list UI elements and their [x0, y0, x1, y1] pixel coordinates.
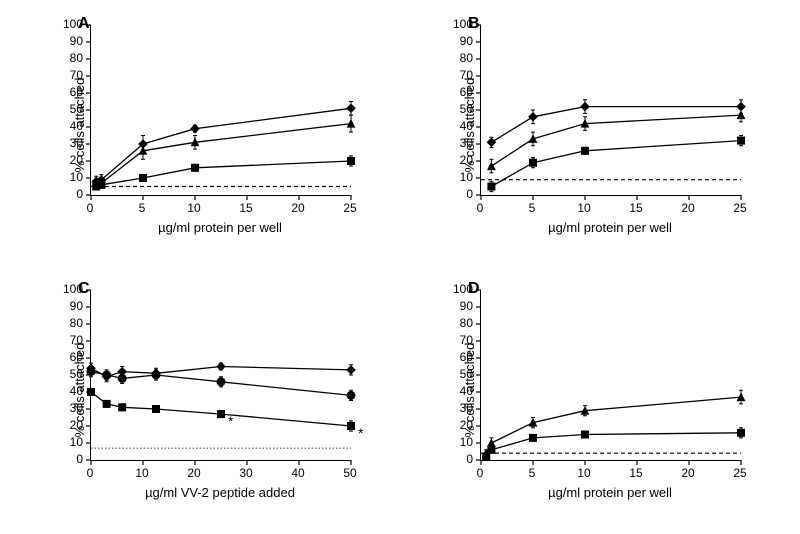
- x-tick-label: 5: [522, 466, 542, 480]
- x-tick-label: 20: [288, 201, 308, 215]
- svg-text:*: *: [358, 425, 364, 441]
- x-axis-label: µg/ml protein per well: [158, 220, 282, 235]
- x-tick-label: 10: [574, 466, 594, 480]
- y-tick-label: 10: [70, 170, 83, 184]
- x-tick-label: 10: [184, 201, 204, 215]
- y-tick-label: 90: [460, 34, 473, 48]
- plot-area: [480, 25, 741, 196]
- x-tick-label: 40: [288, 466, 308, 480]
- y-tick-label: 60: [460, 350, 473, 364]
- plot-area: **: [90, 290, 351, 461]
- x-tick-label: 30: [236, 466, 256, 480]
- svg-text:*: *: [228, 413, 234, 429]
- panel-B: B% cells attachedµg/ml protein per well0…: [420, 15, 760, 235]
- y-tick-label: 0: [76, 187, 83, 201]
- y-tick-label: 80: [70, 316, 83, 330]
- y-tick-label: 40: [70, 384, 83, 398]
- y-tick-label: 100: [63, 282, 83, 296]
- y-tick-label: 90: [70, 34, 83, 48]
- y-tick-label: 10: [460, 435, 473, 449]
- x-tick-label: 15: [236, 201, 256, 215]
- y-tick-label: 100: [453, 17, 473, 31]
- plot-area: [90, 25, 351, 196]
- y-tick-label: 70: [460, 333, 473, 347]
- x-tick-label: 15: [626, 201, 646, 215]
- y-tick-label: 70: [460, 68, 473, 82]
- x-tick-label: 15: [626, 466, 646, 480]
- y-tick-label: 30: [460, 136, 473, 150]
- y-tick-label: 40: [460, 384, 473, 398]
- y-tick-label: 70: [70, 333, 83, 347]
- y-tick-label: 90: [460, 299, 473, 313]
- y-tick-label: 100: [453, 282, 473, 296]
- x-tick-label: 25: [730, 201, 750, 215]
- y-tick-label: 60: [460, 85, 473, 99]
- y-tick-label: 20: [460, 153, 473, 167]
- y-tick-label: 50: [70, 102, 83, 116]
- y-tick-label: 60: [70, 350, 83, 364]
- y-tick-label: 80: [460, 51, 473, 65]
- x-tick-label: 0: [470, 466, 490, 480]
- x-axis-label: µg/ml protein per well: [548, 485, 672, 500]
- x-tick-label: 50: [340, 466, 360, 480]
- multi-panel-figure: A% cells attachedµg/ml protein per well0…: [0, 0, 800, 534]
- y-tick-label: 10: [460, 170, 473, 184]
- y-tick-label: 20: [70, 418, 83, 432]
- x-tick-label: 5: [522, 201, 542, 215]
- x-tick-label: 0: [80, 466, 100, 480]
- y-tick-label: 50: [460, 367, 473, 381]
- y-tick-label: 0: [76, 452, 83, 466]
- x-tick-label: 10: [574, 201, 594, 215]
- y-tick-label: 40: [70, 119, 83, 133]
- y-tick-label: 80: [460, 316, 473, 330]
- x-tick-label: 5: [132, 201, 152, 215]
- x-tick-label: 0: [470, 201, 490, 215]
- x-tick-label: 20: [184, 466, 204, 480]
- panel-D: D% cells attachedµg/ml protein per well0…: [420, 280, 760, 500]
- x-tick-label: 10: [132, 466, 152, 480]
- y-tick-label: 100: [63, 17, 83, 31]
- x-tick-label: 20: [678, 466, 698, 480]
- y-tick-label: 20: [460, 418, 473, 432]
- y-tick-label: 90: [70, 299, 83, 313]
- y-tick-label: 20: [70, 153, 83, 167]
- y-tick-label: 30: [70, 401, 83, 415]
- x-tick-label: 25: [730, 466, 750, 480]
- x-tick-label: 25: [340, 201, 360, 215]
- plot-area: [480, 290, 741, 461]
- y-tick-label: 30: [460, 401, 473, 415]
- x-tick-label: 20: [678, 201, 698, 215]
- y-tick-label: 10: [70, 435, 83, 449]
- y-tick-label: 30: [70, 136, 83, 150]
- panel-A: A% cells attachedµg/ml protein per well0…: [30, 15, 370, 235]
- y-tick-label: 80: [70, 51, 83, 65]
- y-tick-label: 0: [466, 452, 473, 466]
- y-tick-label: 50: [460, 102, 473, 116]
- x-axis-label: µg/ml VV-2 peptide added: [145, 485, 295, 500]
- y-tick-label: 60: [70, 85, 83, 99]
- y-tick-label: 50: [70, 367, 83, 381]
- y-tick-label: 70: [70, 68, 83, 82]
- x-axis-label: µg/ml protein per well: [548, 220, 672, 235]
- panel-C: C% cells attachedµg/ml VV-2 peptide adde…: [30, 280, 370, 500]
- y-tick-label: 40: [460, 119, 473, 133]
- x-tick-label: 0: [80, 201, 100, 215]
- y-tick-label: 0: [466, 187, 473, 201]
